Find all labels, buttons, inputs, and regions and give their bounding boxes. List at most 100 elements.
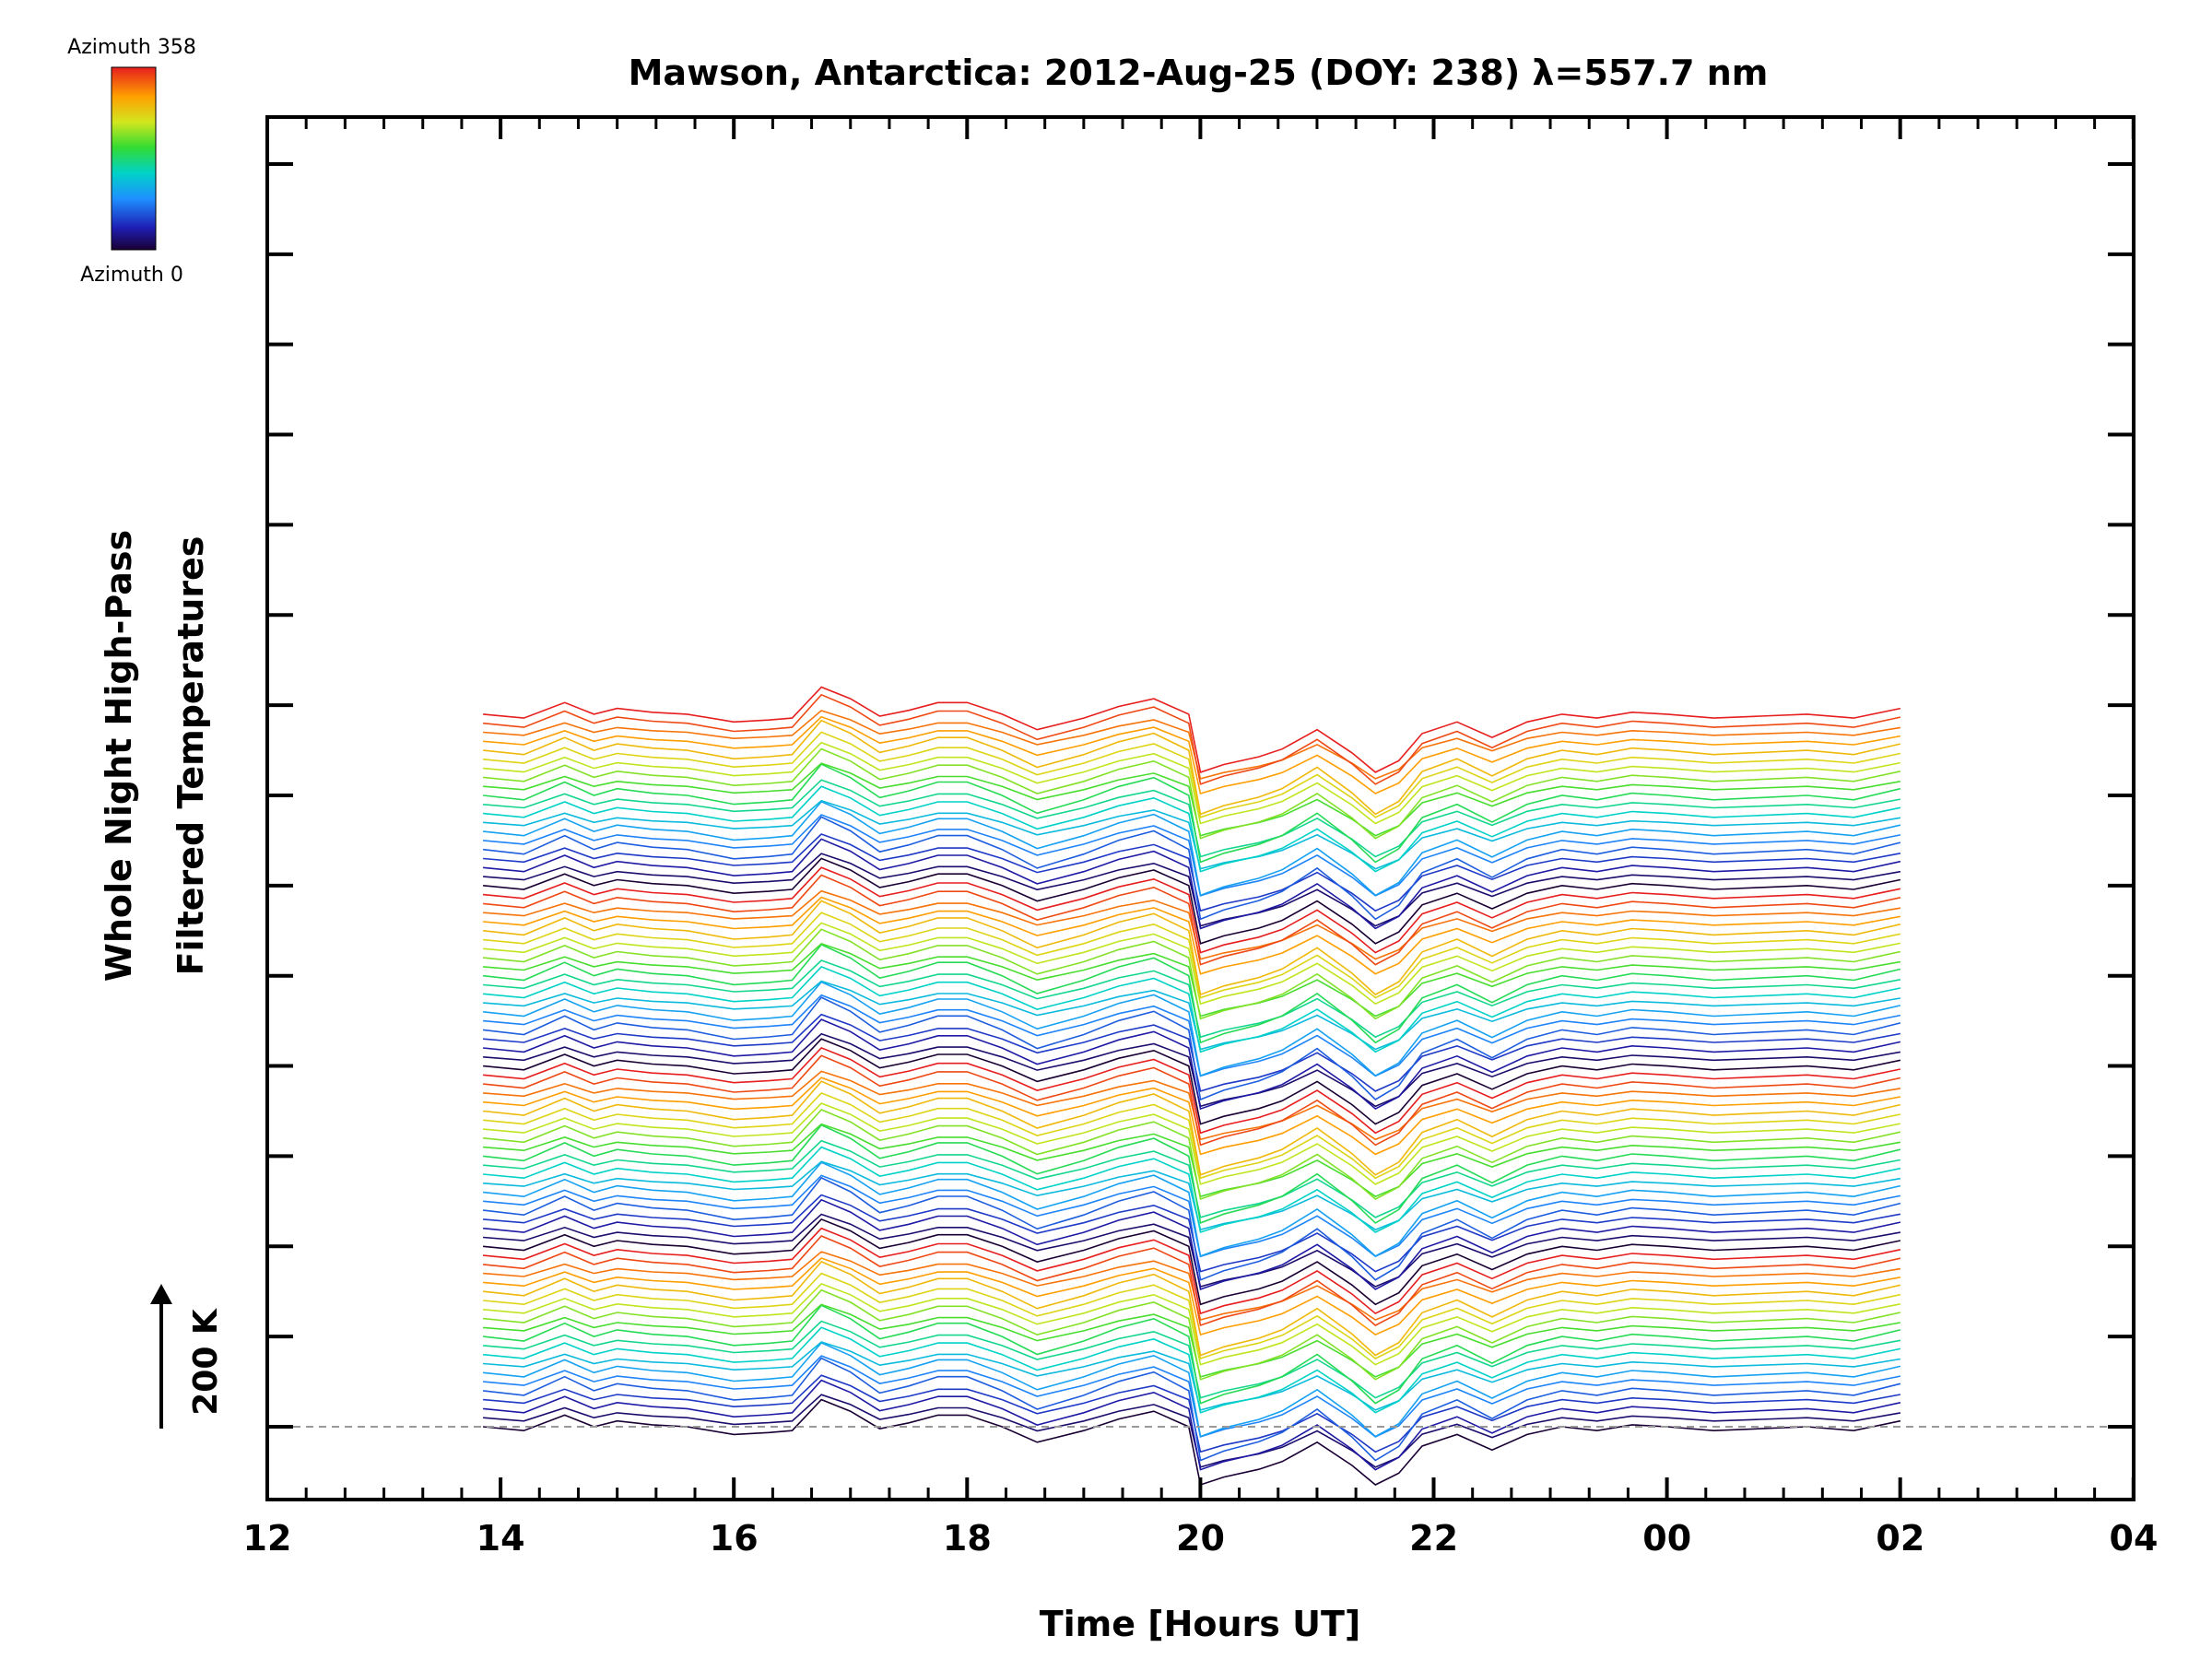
azimuth-trace	[483, 959, 1901, 1039]
x-tick-label: 18	[943, 1518, 992, 1559]
azimuth-trace	[483, 1213, 1901, 1288]
azimuth-trace	[483, 896, 1901, 975]
azimuth-trace	[483, 922, 1901, 1006]
azimuth-trace	[483, 816, 1901, 921]
azimuth-trace	[483, 874, 1901, 966]
azimuth-trace	[483, 1139, 1901, 1218]
azimuth-trace	[483, 814, 1901, 897]
azimuth-trace	[483, 1194, 1901, 1273]
azimuth-trace	[483, 800, 1901, 897]
azimuth-trace	[483, 1260, 1901, 1357]
azimuth-trace	[483, 1080, 1901, 1176]
azimuth-trace	[483, 719, 1901, 816]
azimuth-trace	[483, 853, 1901, 927]
colorbar-bottom-label: Azimuth 0	[80, 264, 183, 287]
azimuth-trace	[483, 1227, 1901, 1315]
azimuth-trace	[483, 1251, 1901, 1321]
azimuth-trace	[483, 1320, 1901, 1399]
azimuth-trace	[483, 1046, 1901, 1135]
azimuth-trace	[483, 857, 1901, 945]
azimuth-trace	[483, 747, 1901, 840]
azimuth-trace	[483, 1109, 1901, 1201]
azimuth-trace	[483, 1257, 1901, 1336]
azimuth-trace	[483, 1123, 1901, 1198]
azimuth-trace	[483, 980, 1901, 1051]
scale-indicator: 200 K	[150, 1284, 225, 1429]
x-tick-label: 20	[1176, 1518, 1225, 1559]
azimuth-trace	[483, 1198, 1901, 1290]
azimuth-trace	[483, 981, 1901, 1077]
azimuth-trace	[483, 1160, 1901, 1231]
azimuth-trace	[483, 1235, 1901, 1327]
azimuth-trace	[483, 996, 1901, 1101]
azimuth-trace	[483, 1341, 1901, 1411]
azimuth-trace	[483, 1282, 1901, 1366]
azimuth-trace	[483, 838, 1901, 930]
azimuth-trace	[483, 889, 1901, 960]
azimuth-trace	[483, 866, 1901, 954]
azimuth-trace	[483, 1326, 1901, 1414]
azimuth-trace	[483, 799, 1901, 870]
azimuth-trace	[483, 715, 1901, 795]
azimuth-trace	[483, 1091, 1901, 1180]
y-axis-ticks	[267, 161, 2134, 1429]
azimuth-trace	[483, 1176, 1901, 1281]
x-tick-label: 02	[1876, 1518, 1924, 1559]
azimuth-trace	[483, 762, 1901, 837]
x-tick-label: 16	[710, 1518, 759, 1559]
azimuth-trace	[483, 1038, 1901, 1125]
azimuth-trace	[483, 1124, 1901, 1224]
azimuth-trace	[483, 1272, 1901, 1360]
scale-arrow-head	[150, 1284, 172, 1304]
azimuth-trace	[483, 1355, 1901, 1438]
azimuth-trace	[483, 1013, 1901, 1092]
x-axis-label: Time [Hours UT]	[1040, 1604, 1361, 1644]
azimuth-colorbar: Azimuth 358 Azimuth 0	[67, 36, 196, 287]
azimuth-trace	[483, 686, 1901, 773]
y-axis-label-line1: Whole Night High-Pass	[99, 530, 139, 982]
azimuth-trace	[483, 1304, 1901, 1405]
azimuth-trace	[483, 1394, 1901, 1468]
azimuth-trace	[483, 710, 1901, 780]
azimuth-trace	[483, 1379, 1901, 1471]
x-axis-ticks	[265, 117, 2136, 1500]
azimuth-trace	[483, 731, 1901, 818]
x-tick-label: 14	[477, 1518, 525, 1559]
azimuth-trace	[483, 1218, 1901, 1306]
azimuth-trace	[483, 912, 1901, 999]
azimuth-trace	[483, 1146, 1901, 1234]
azimuth-trace	[483, 1070, 1901, 1141]
azimuth-trace	[483, 1077, 1901, 1156]
x-tick-label: 22	[1409, 1518, 1458, 1559]
azimuth-trace	[483, 693, 1901, 785]
azimuth-trace	[483, 943, 1901, 1044]
x-tick-label: 04	[2110, 1518, 2159, 1559]
y-axis-label: Whole Night High-Pass Filtered Temperatu…	[99, 530, 211, 982]
azimuth-trace	[483, 785, 1901, 873]
azimuth-trace	[483, 1054, 1901, 1147]
azimuth-trace	[483, 1288, 1901, 1381]
colorbar-gradient	[111, 66, 157, 251]
azimuth-trace	[483, 1174, 1901, 1258]
azimuth-trace	[483, 779, 1901, 858]
azimuth-trace	[483, 1161, 1901, 1257]
azimuth-trace	[483, 900, 1901, 996]
azimuth-trace	[483, 833, 1901, 912]
azimuth-trace	[483, 1341, 1901, 1438]
colorbar-top-label: Azimuth 358	[67, 36, 196, 59]
scale-arrow-label: 200 K	[187, 1308, 225, 1416]
azimuth-traces	[483, 686, 1901, 1487]
azimuth-trace	[483, 1374, 1901, 1453]
azimuth-trace	[483, 994, 1901, 1077]
azimuth-trace	[483, 1102, 1901, 1185]
chart-title: Mawson, Antarctica: 2012-Aug-25 (DOY: 23…	[629, 53, 1769, 93]
y-axis-label-line2: Filtered Temperatures	[171, 536, 211, 976]
azimuth-trace	[483, 1303, 1901, 1378]
x-axis-tick-labels: 12 14 16 18 20 22 00 02 04	[243, 1518, 2159, 1559]
azimuth-trace	[483, 1357, 1901, 1462]
azimuth-trace	[483, 1032, 1901, 1108]
azimuth-trace	[483, 763, 1901, 864]
azimuth-trace	[483, 965, 1901, 1053]
azimuth-trace	[483, 741, 1901, 825]
